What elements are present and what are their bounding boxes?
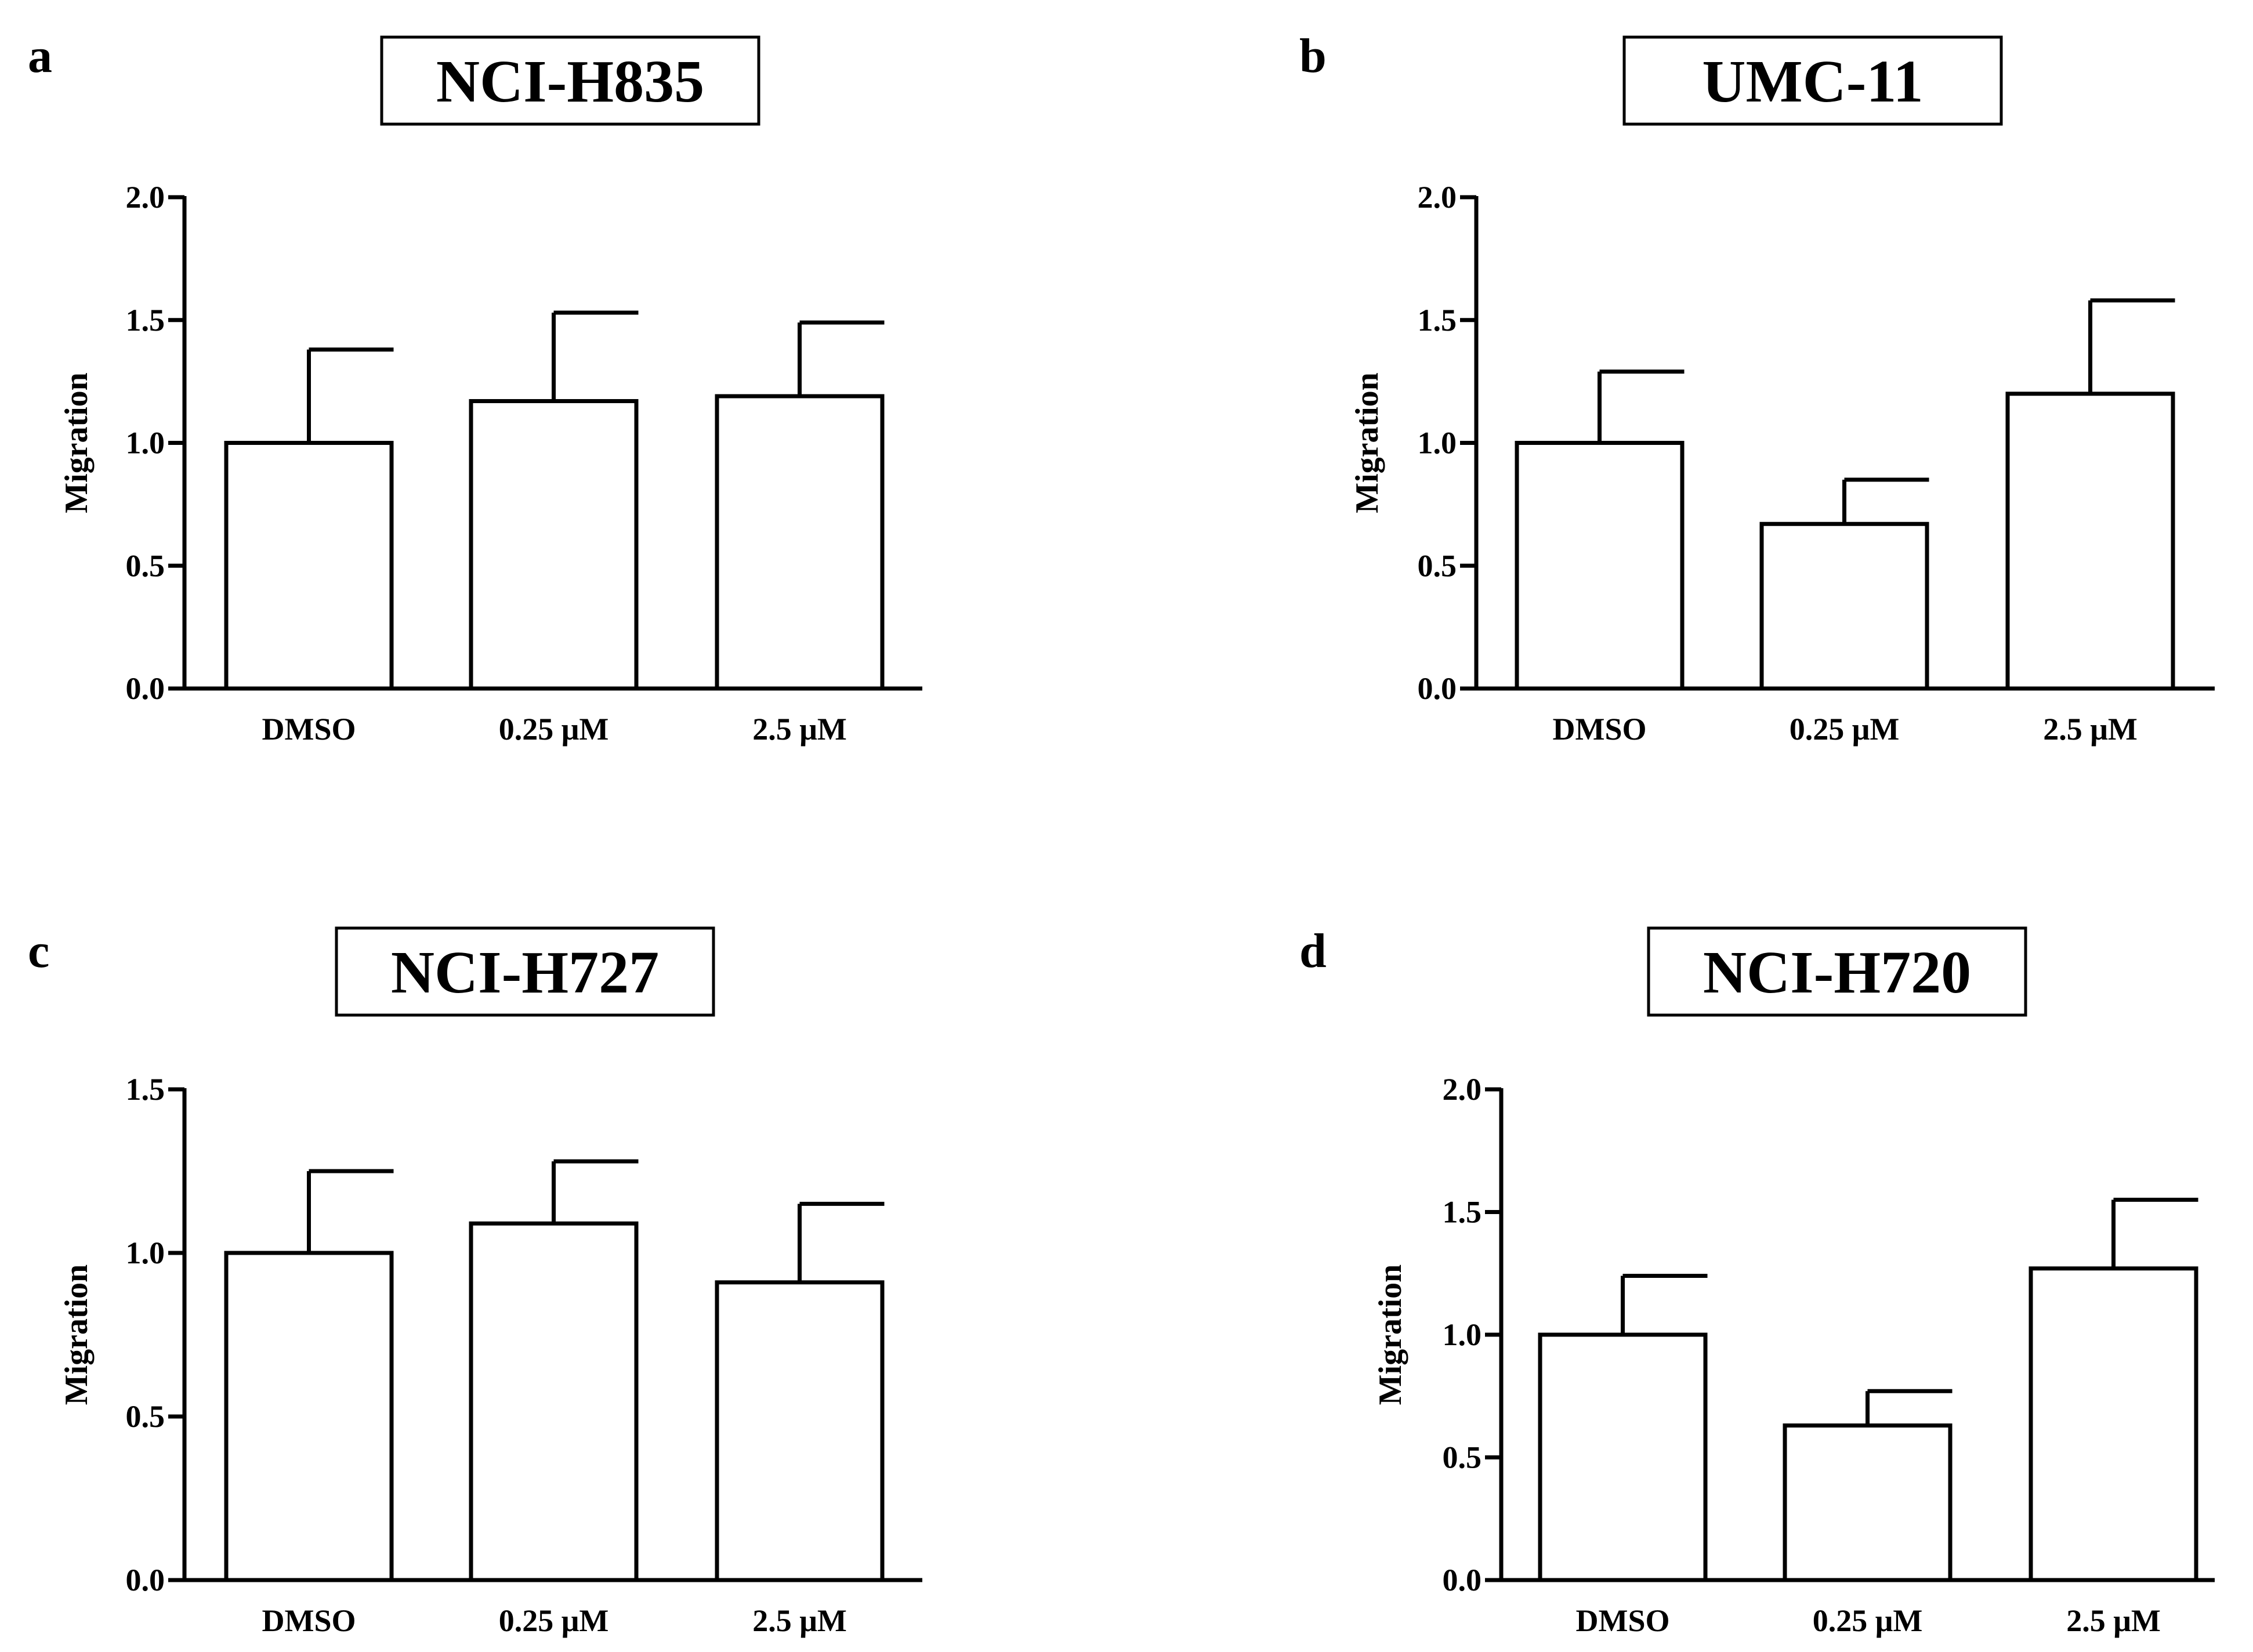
x-category-label: 2.5 μM xyxy=(752,1603,847,1638)
chart-title-box xyxy=(1622,35,2003,126)
chart-title: NCI-H835 xyxy=(436,48,704,115)
y-axis-title: Migration xyxy=(59,1265,95,1405)
bar xyxy=(2029,1266,2198,1582)
chart-title: NCI-H720 xyxy=(1703,939,1971,1006)
x-category-label: DMSO xyxy=(1553,712,1647,747)
x-category-label: 0.25 μM xyxy=(1790,712,1900,747)
bar xyxy=(715,394,885,691)
panel-letter: c xyxy=(28,924,49,978)
chart-title: UMC-11 xyxy=(1702,48,1923,115)
x-category-label: DMSO xyxy=(1576,1603,1670,1638)
y-tick-label: 2.0 xyxy=(1418,180,1457,215)
y-tick-label: 0.5 xyxy=(1418,548,1457,583)
y-tick-label: 1.0 xyxy=(126,426,165,461)
y-tick-label: 1.0 xyxy=(1443,1317,1482,1352)
y-axis-title: Migration xyxy=(59,372,95,513)
chart-title-box xyxy=(335,926,715,1017)
y-tick-label: 2.0 xyxy=(1443,1072,1482,1107)
chart-title: NCI-H727 xyxy=(391,939,659,1006)
y-tick-label: 1.5 xyxy=(126,1072,165,1107)
x-category-label: 2.5 μM xyxy=(752,712,847,747)
bar xyxy=(1759,521,1929,691)
x-category-label: 0.25 μM xyxy=(499,1603,609,1638)
chart-panel-c: c NCI-H727 0.0 0.5 1.0 1.5 Migration DMSO 0.25 μ… xyxy=(28,924,922,1638)
y-axis-title: Migration xyxy=(1372,1265,1408,1405)
chart-title-box xyxy=(380,35,760,126)
x-category-label: 2.5 μM xyxy=(2066,1603,2161,1638)
panel-letter: b xyxy=(1299,29,1327,83)
chart-panel-b: b UMC-11 0.0 0.5 1.0 1.5 2.0 Migration DMSO 0.25 … xyxy=(1299,29,2215,747)
chart-panel-a: a NCI-H835 0.0 0.5 1.0 1.5 2.0 Migration DMSO 0.2… xyxy=(28,29,922,747)
bar xyxy=(715,1280,885,1582)
bar xyxy=(2005,392,2175,691)
y-tick-label: 1.5 xyxy=(1443,1195,1482,1230)
y-tick-label: 0.0 xyxy=(1418,671,1457,706)
y-tick-label: 0.0 xyxy=(126,671,165,706)
panel-letter: a xyxy=(28,29,52,83)
y-tick-label: 1.5 xyxy=(126,303,165,338)
bar xyxy=(1515,441,1685,691)
y-tick-label: 0.0 xyxy=(126,1563,165,1597)
bar xyxy=(224,1251,394,1582)
x-category-label: DMSO xyxy=(262,712,356,747)
chart-title-box xyxy=(1647,926,2027,1017)
bar xyxy=(224,441,394,691)
x-category-label: DMSO xyxy=(262,1603,356,1638)
y-tick-label: 0.5 xyxy=(126,548,165,583)
panel-letter: d xyxy=(1299,924,1327,978)
bar xyxy=(469,1221,639,1582)
y-tick-label: 1.5 xyxy=(1418,303,1457,338)
bar xyxy=(469,399,639,691)
chart-panel-d: d NCI-H720 0.0 0.5 1.0 1.5 2.0 Migration DMSO 0.2… xyxy=(1299,924,2215,1638)
y-tick-label: 0.5 xyxy=(126,1399,165,1434)
x-category-label: 0.25 μM xyxy=(499,712,609,747)
x-category-label: 0.25 μM xyxy=(1813,1603,1923,1638)
x-category-label: 2.5 μM xyxy=(2043,712,2138,747)
y-tick-label: 0.0 xyxy=(1443,1563,1482,1597)
y-tick-label: 1.0 xyxy=(1418,426,1457,461)
y-tick-label: 0.5 xyxy=(1443,1440,1482,1475)
y-tick-label: 1.0 xyxy=(126,1236,165,1270)
bar xyxy=(1538,1332,1708,1582)
bar xyxy=(1783,1423,1953,1582)
y-tick-label: 2.0 xyxy=(126,180,165,215)
y-axis-title: Migration xyxy=(1349,372,1385,513)
